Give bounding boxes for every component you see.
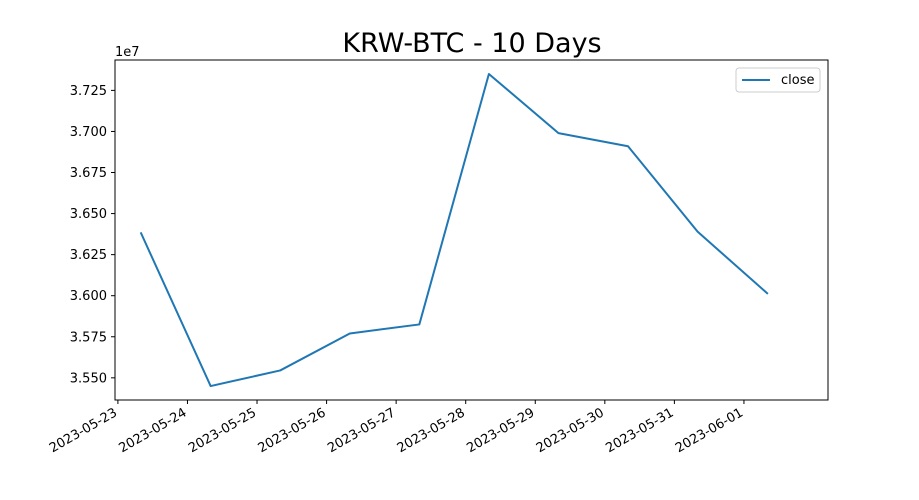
y-tick-label: 3.600: [70, 289, 107, 304]
x-tick-label: 2023-05-25: [186, 405, 259, 456]
y-tick-label: 3.625: [70, 248, 107, 263]
x-tick-label: 2023-05-29: [464, 405, 537, 456]
plot-area: [139, 72, 769, 388]
y-tick-label: 3.550: [70, 371, 107, 386]
x-tick-label: 2023-05-26: [256, 405, 329, 456]
x-tick-label: 2023-05-27: [325, 405, 398, 456]
y-axis: 3.550 3.575 3.600 3.625 3.650 3.675 3.700 3.725: [70, 84, 115, 386]
x-tick-label: 2023-05-28: [395, 405, 468, 456]
legend-label-close: close: [781, 73, 814, 88]
y-tick-label: 3.675: [70, 166, 107, 181]
legend-box: [735, 67, 821, 93]
y-tick-label: 3.650: [70, 207, 107, 222]
legend: close: [735, 67, 821, 93]
y-tick-label: 3.700: [70, 125, 107, 140]
x-tick-label: 2023-06-01: [673, 405, 746, 456]
x-tick-label: 2023-05-30: [534, 405, 607, 456]
x-axis: 2023-05-232023-05-242023-05-252023-05-26…: [47, 400, 746, 456]
y-axis-offset-label: 1e7: [115, 45, 140, 60]
chart-title: KRW-BTC - 10 Days: [342, 28, 601, 59]
x-tick-label: 2023-05-31: [603, 405, 676, 456]
y-tick-label: 3.725: [70, 84, 107, 99]
y-tick-label: 3.575: [70, 330, 107, 345]
series-line-close: [139, 72, 769, 388]
x-tick-label: 2023-05-23: [47, 405, 120, 456]
x-tick-label: 2023-05-24: [117, 405, 190, 456]
axes-frame: [114, 59, 829, 401]
